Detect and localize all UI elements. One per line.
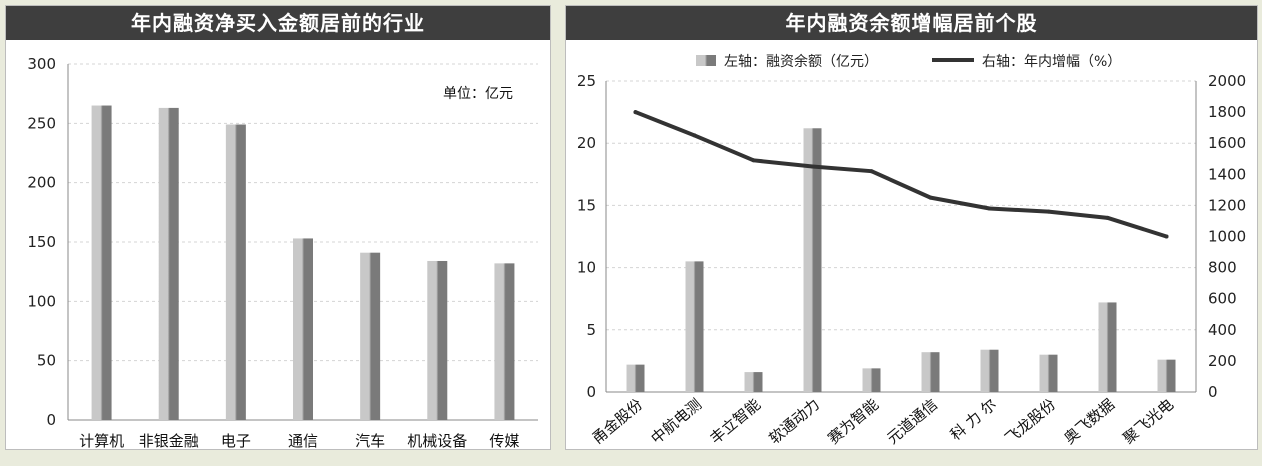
- right-combo-chart: 0 5 10 15 20 25 0 200 400 600 800 1000 1200 1400 1600 1…: [577, 53, 1246, 448]
- bar-1: [158, 107, 179, 420]
- line-point-0: [633, 110, 638, 115]
- y-tick-label: 200: [27, 174, 56, 192]
- right-chart-title: 年内融资余额增幅居前个股: [566, 6, 1257, 40]
- bar-9: [1157, 359, 1176, 392]
- bar-5: [921, 352, 940, 392]
- category-label: 科 力 尔: [947, 395, 1000, 444]
- category-label: 计算机: [79, 432, 124, 449]
- bar-5: [427, 260, 448, 420]
- category-label: 汽车: [355, 432, 385, 449]
- bar-6: [980, 349, 999, 392]
- line-point-5: [928, 195, 933, 200]
- right-y-tick-label: 0: [1208, 383, 1218, 401]
- right-y-tick-label: 1000: [1208, 228, 1246, 246]
- legend-line-label: 右轴：年内增幅（%）: [982, 54, 1121, 70]
- left-y-tick-label: 25: [577, 72, 596, 90]
- right-y-tick-label: 1800: [1208, 103, 1246, 121]
- unit-note: 单位：亿元: [443, 86, 513, 102]
- category-label: 非银金融: [139, 432, 199, 449]
- category-label: 中航电测: [648, 395, 706, 447]
- right-y-tick-label: 800: [1208, 259, 1237, 277]
- bar-6: [494, 263, 515, 420]
- left-bar-chart: 0 50 100 150 200 250 300 计算机 非银金融 电子 通信 汽车 机械设备 传媒 单位：…: [27, 55, 538, 449]
- line-point-9: [1164, 234, 1169, 239]
- category-label: 聚飞光电: [1120, 395, 1178, 447]
- right-y-tick-label: 400: [1208, 321, 1237, 339]
- growth-line: [633, 110, 1169, 239]
- bar-4: [862, 368, 881, 392]
- right-y-tick-label: 600: [1208, 290, 1237, 308]
- line-point-4: [869, 169, 874, 174]
- bar-8: [1098, 302, 1117, 392]
- y-tick-label: 50: [37, 352, 56, 370]
- y-tick-label: 250: [27, 114, 56, 132]
- left-y-tick-label: 0: [586, 383, 596, 401]
- bar-1: [685, 261, 704, 392]
- category-label: 传媒: [489, 432, 519, 449]
- category-label: 甬金股份: [589, 395, 647, 447]
- bar-3: [293, 238, 313, 420]
- y-tick-label: 100: [27, 292, 56, 310]
- category-label: 奥飞数据: [1061, 395, 1119, 447]
- left-chart-panel: 年内融资净买入金额居前的行业 0 50 100 150 200 250 300 计算机 非银金融…: [5, 5, 551, 450]
- bar-3: [803, 128, 822, 392]
- category-label: 软通动力: [766, 395, 824, 447]
- y-tick-label: 150: [27, 233, 56, 251]
- category-label: 赛为智能: [825, 395, 883, 447]
- y-tick-label: 300: [27, 55, 56, 73]
- y-tick-label: 0: [46, 411, 56, 429]
- category-label: 机械设备: [407, 432, 467, 449]
- left-y-tick-label: 20: [577, 134, 596, 152]
- right-y-tick-label: 1600: [1208, 134, 1246, 152]
- category-label: 电子: [221, 432, 251, 449]
- category-label: 丰立智能: [707, 395, 765, 447]
- line-point-2: [751, 158, 756, 163]
- right-y-tick-label: 200: [1208, 352, 1237, 370]
- bar-2: [744, 372, 763, 392]
- category-label: 元道通信: [884, 395, 942, 447]
- right-y-tick-label: 1200: [1208, 196, 1246, 214]
- bar-0: [91, 105, 112, 421]
- left-chart-title: 年内融资净买入金额居前的行业: [6, 6, 550, 40]
- line-point-7: [1046, 209, 1051, 214]
- bar-7: [1039, 354, 1058, 392]
- category-label: 飞龙股份: [1002, 395, 1060, 447]
- right-y-tick-label: 1400: [1208, 165, 1246, 183]
- left-y-tick-label: 10: [577, 259, 596, 277]
- legend-bar-label: 左轴：融资余额（亿元）: [724, 53, 878, 70]
- left-y-tick-label: 15: [577, 196, 596, 214]
- right-y-tick-label: 2000: [1208, 72, 1246, 90]
- legend-bar-swatch: [696, 55, 716, 66]
- bar-2: [225, 124, 246, 421]
- bar-4: [360, 252, 381, 420]
- right-chart-panel: 年内融资余额增幅居前个股 0 5 10 15 20 25 0 200 400 600 800 1000…: [565, 5, 1258, 450]
- line-point-6: [987, 206, 992, 211]
- category-label: 通信: [288, 432, 318, 449]
- line-point-1: [692, 133, 697, 138]
- line-point-8: [1105, 215, 1110, 220]
- left-y-tick-label: 5: [586, 321, 596, 339]
- bar-0: [626, 364, 645, 392]
- line-point-3: [810, 164, 815, 169]
